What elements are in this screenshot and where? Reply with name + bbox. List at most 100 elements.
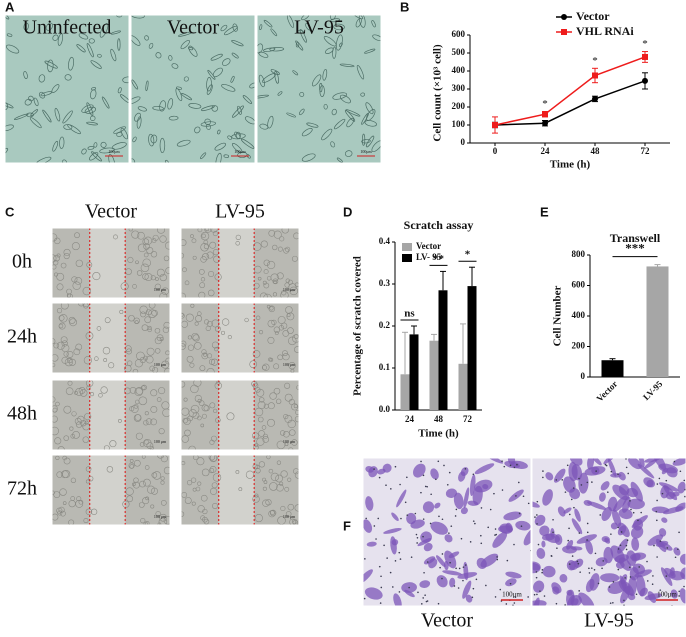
cell [56, 272, 65, 281]
pore [406, 514, 409, 516]
cell [89, 152, 99, 161]
cell [160, 476, 165, 481]
micrograph [5, 15, 129, 163]
cell [371, 140, 381, 152]
cell [188, 409, 197, 418]
cell [190, 404, 200, 414]
cell [211, 105, 219, 112]
cell [299, 28, 307, 43]
pore [420, 460, 422, 463]
cell [132, 284, 137, 289]
cell [390, 536, 397, 555]
pore [420, 491, 422, 494]
pore [620, 531, 623, 533]
cell [23, 71, 28, 80]
panel-label: E [540, 204, 549, 219]
cell [152, 105, 164, 111]
pore [394, 465, 397, 468]
cell [181, 312, 184, 317]
cell [270, 28, 278, 37]
cell [301, 153, 316, 162]
significance: ns [404, 308, 415, 320]
cell [258, 330, 264, 335]
cell [138, 396, 148, 406]
cell [67, 380, 73, 386]
cell [201, 352, 209, 360]
pore [661, 492, 664, 495]
cell [631, 553, 641, 562]
cell [6, 33, 13, 37]
cell [63, 252, 70, 260]
cell [76, 44, 86, 53]
cell [63, 248, 71, 256]
cell [206, 368, 215, 373]
pore [586, 539, 588, 541]
cell [283, 431, 290, 438]
legend-marker [561, 29, 567, 35]
cell [140, 263, 150, 273]
marker [592, 72, 598, 79]
cell [289, 429, 296, 436]
cell [13, 113, 29, 120]
cell [330, 18, 340, 23]
pore [416, 536, 419, 539]
cell [258, 74, 265, 88]
cell [133, 414, 142, 422]
chart-title: Scratch assay [404, 218, 474, 232]
cell [306, 122, 319, 128]
cell [183, 417, 191, 425]
cell [254, 514, 263, 523]
cell [205, 325, 211, 331]
cell [145, 418, 153, 425]
cell [132, 482, 136, 487]
micrograph [131, 15, 255, 163]
cell [356, 64, 365, 80]
cell [261, 425, 267, 430]
pore [458, 567, 461, 570]
cell [534, 514, 546, 526]
cell [611, 509, 622, 527]
cell [203, 243, 210, 250]
pore [443, 464, 445, 467]
cell [185, 313, 194, 322]
cell [162, 326, 170, 333]
cell [298, 108, 305, 116]
cell [56, 283, 64, 291]
cell [146, 442, 154, 449]
cell [144, 439, 150, 445]
cell [360, 92, 366, 97]
pore [472, 587, 475, 590]
cell [614, 554, 629, 563]
legend-label: Vector [416, 241, 441, 251]
cell [235, 241, 240, 246]
pore [406, 476, 408, 479]
cell [227, 335, 232, 340]
pore [646, 580, 649, 582]
pore [659, 589, 662, 591]
y-axis-label: Cell Number [552, 285, 564, 346]
cell [52, 490, 55, 495]
cell [295, 409, 299, 415]
cell [273, 279, 277, 284]
cell [618, 508, 633, 520]
cell [673, 547, 681, 556]
cell [200, 121, 217, 127]
cell [569, 487, 581, 500]
cell [658, 463, 678, 474]
pore [364, 558, 366, 560]
cell [154, 348, 161, 354]
cell [62, 159, 67, 163]
pore [439, 566, 441, 569]
cell [333, 118, 346, 130]
y-tick-label: 100 [452, 119, 466, 129]
cell [186, 355, 194, 363]
pore [430, 493, 432, 496]
pore [522, 495, 525, 498]
cell [159, 235, 167, 243]
cell [371, 20, 376, 28]
cell [476, 557, 487, 569]
cell [145, 355, 154, 364]
cell [198, 291, 206, 298]
cell [618, 471, 626, 481]
pore [572, 487, 575, 489]
